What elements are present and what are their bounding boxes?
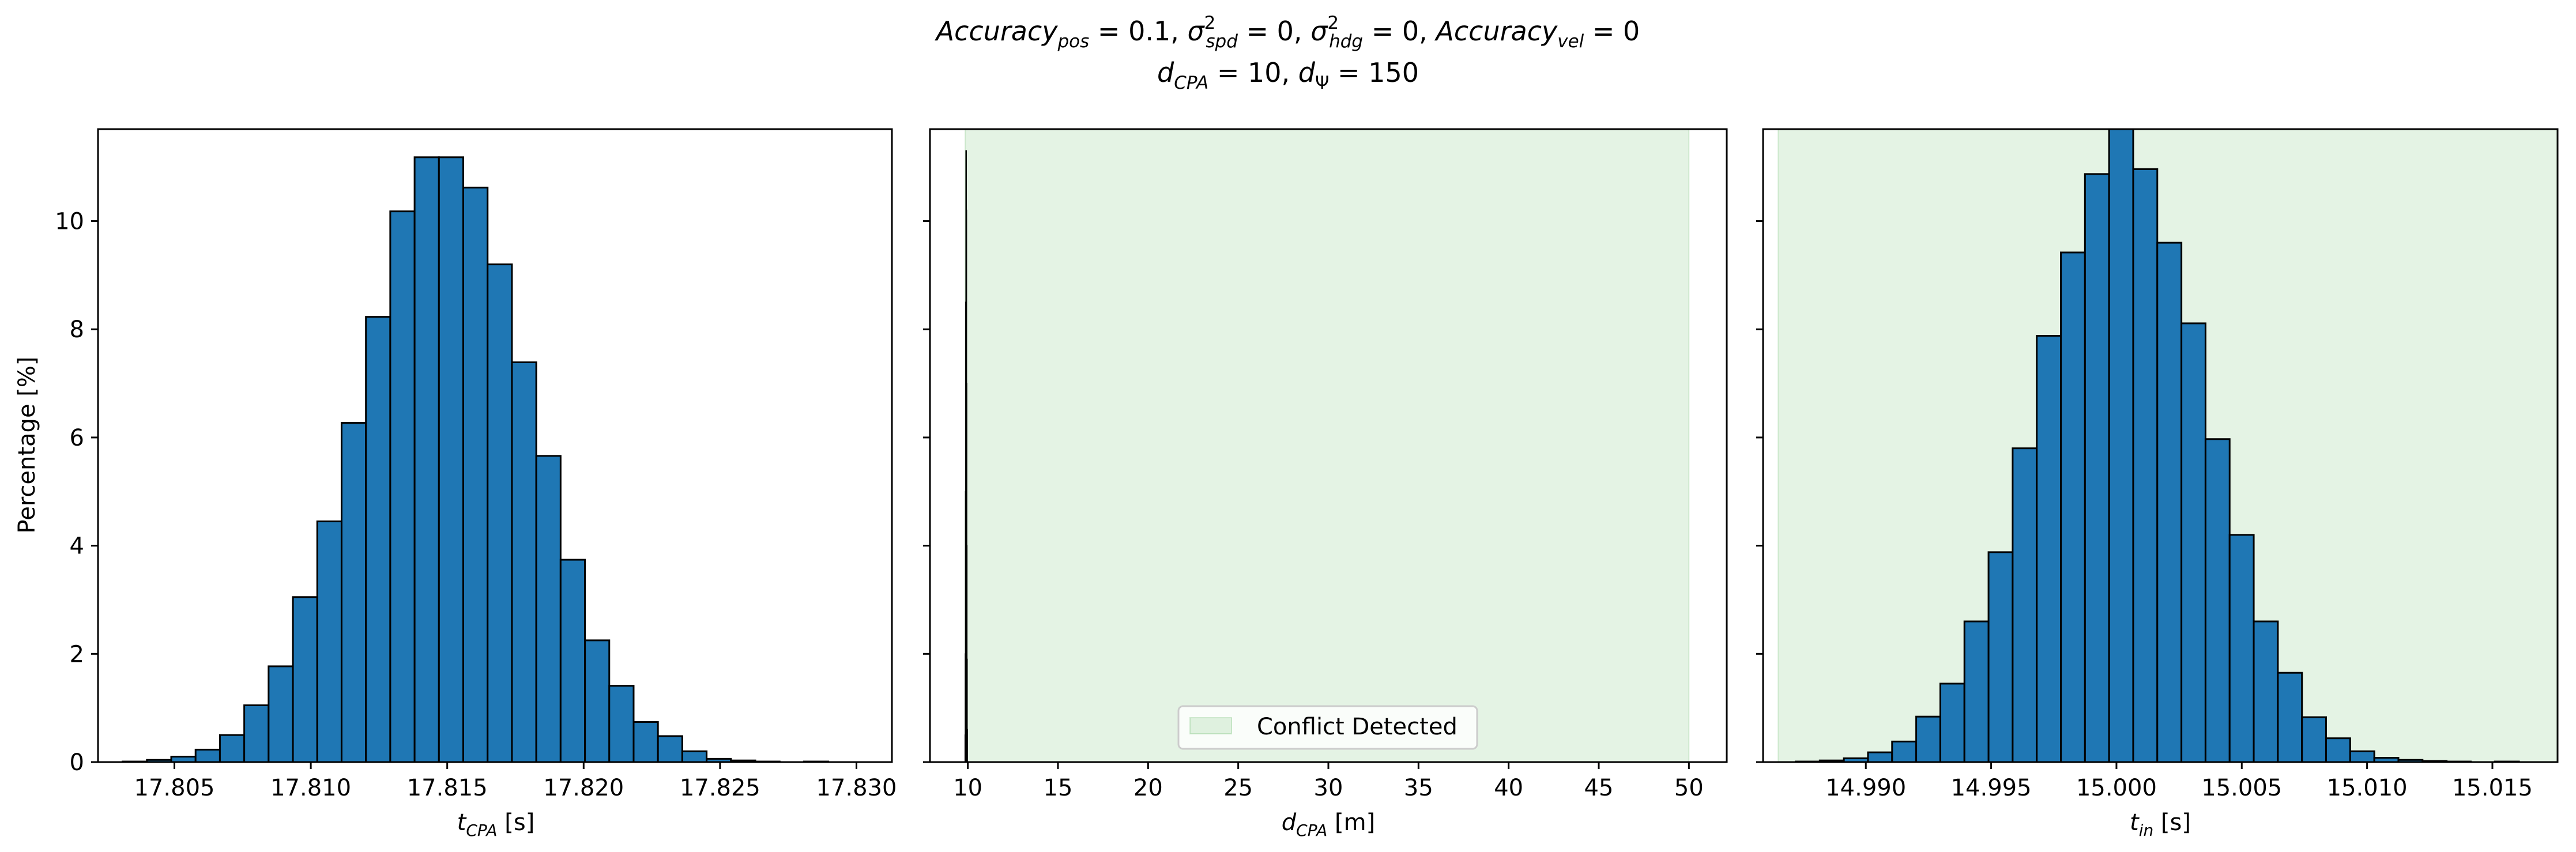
panel-tcpa-x-tick-label: 17.805 (134, 775, 215, 801)
panel-tin-bar (2301, 716, 2328, 763)
panel-tcpa-x-tick-label: 17.815 (407, 775, 488, 801)
panel-tcpa-bar (243, 704, 270, 763)
legend: Conflict Detected (1177, 705, 1478, 750)
legend-box (1177, 705, 1478, 750)
panel-tcpa-bar (316, 520, 342, 763)
panel-dcpa-x-tick-label: 35 (1404, 775, 1433, 801)
panel-tin-bar (2277, 672, 2303, 763)
panel-tin-bar (2349, 750, 2375, 763)
panel-tin-bars (1795, 128, 2520, 763)
panel-dcpa-shade-layer (964, 129, 1690, 763)
panel-tin-bar (1963, 620, 1990, 763)
panel-tcpa-frame (97, 128, 893, 763)
panel-tcpa-bar (657, 735, 683, 763)
panel-tcpa-y-label: Percentage [%] (14, 357, 40, 534)
panel-dcpa-x-tick-label: 45 (1584, 775, 1614, 801)
panel-tin-bar (1939, 683, 1965, 763)
panel-tin-bar (2204, 438, 2231, 763)
panel-tin-bar (2132, 168, 2159, 763)
panel-tcpa-y-tick-label: 4 (70, 533, 84, 560)
panel-tcpa-bar (559, 559, 586, 763)
panel-tcpa-bar (268, 665, 294, 763)
panel-tcpa-bar (413, 156, 440, 763)
panel-tin-x-tick-label: 15.000 (2076, 775, 2157, 801)
panel-tcpa-bar (511, 361, 537, 763)
panel-dcpa-y-ticks (923, 220, 930, 763)
panel-tcpa-bar (340, 422, 367, 763)
panel-tin-bar (2180, 322, 2206, 763)
panel-dcpa-x-label: dCPA [m] (1282, 809, 1375, 840)
legend-label: Conflict Detected (1257, 714, 1458, 740)
panel-tcpa-bar (292, 596, 318, 763)
panel-tin-bar (2325, 737, 2351, 763)
panel-tcpa-y-tick-label: 6 (70, 425, 84, 451)
panel-tin-bar (2156, 242, 2183, 763)
panel-tin-x-tick-label: 14.995 (1951, 775, 2032, 801)
panel-tin-x-tick-label: 15.010 (2327, 775, 2408, 801)
panel-tcpa-bar (438, 156, 465, 763)
panel-tin-x-tick-label: 14.990 (1825, 775, 1906, 801)
panel-tcpa-bar (487, 263, 513, 763)
figure-title-line2: dCPA = 10, dΨ = 150 (1157, 57, 1419, 93)
panel-tcpa-x-ticks: 17.805 17.810 17.815 17.820 17.825 17.830 (134, 762, 897, 801)
panel-dcpa-x-ticks: 10 15 20 25 30 35 40 45 50 (953, 762, 1704, 801)
panel-dcpa-x-tick-label: 50 (1674, 775, 1704, 801)
panel-tin: 14.990 14.995 15.000 15.005 15.010 15.015 tin… (1756, 128, 2559, 840)
panel-dcpa-x-tick-label: 25 (1223, 775, 1253, 801)
panel-tcpa-bars (122, 156, 830, 763)
panel-tcpa-x-tick-label: 17.825 (680, 775, 760, 801)
panel-tin-bar (1867, 751, 1893, 763)
panel-tin-bar (2012, 447, 2038, 763)
panel-tin-x-tick-label: 15.015 (2452, 775, 2533, 801)
legend-swatch (1189, 717, 1232, 734)
panel-tcpa-bar (632, 721, 659, 763)
panel-tcpa-y-ticks: 0 2 4 6 8 10 (55, 209, 98, 776)
panel-tcpa-bar (365, 316, 391, 763)
panel-tin-y-ticks (1756, 220, 1763, 763)
panel-tin-x-label: tin [s] (2130, 809, 2191, 840)
panel-tin-bar (1987, 551, 2014, 763)
panel-tcpa-bar (219, 734, 246, 763)
panel-tin-bar (2036, 334, 2062, 763)
panel-tcpa: 17.805 17.810 17.815 17.820 17.825 17.830 0 2 4… (14, 128, 897, 840)
panel-tcpa-y-tick-label: 8 (70, 316, 84, 343)
panel-dcpa-shaded-region (964, 129, 1690, 763)
panel-tin-x-tick-label: 15.005 (2201, 775, 2282, 801)
panel-tcpa-y-tick-label: 2 (70, 641, 84, 668)
panel-tcpa-x-tick-label: 17.810 (270, 775, 351, 801)
figure-title-line1: Accuracypos = 0.1, σ2 spd = 0, σ2 hdg = 0,… (935, 13, 1640, 52)
panel-tcpa-bar (681, 750, 708, 763)
panel-tin-bar (2253, 620, 2279, 763)
panel-tcpa-x-label: tCPA [s] (457, 809, 535, 840)
panel-dcpa-x-tick-label: 10 (953, 775, 982, 801)
panel-tcpa-bar (389, 210, 416, 763)
panel-tin-bar (2108, 128, 2134, 763)
panel-tin-frame (1762, 128, 2559, 763)
panel-tcpa-y-tick-label: 0 (70, 749, 84, 776)
panel-dcpa-x-tick-label: 20 (1133, 775, 1163, 801)
panel-tcpa-bar (535, 455, 562, 763)
panel-tcpa-bar (584, 639, 611, 763)
panel-tin-bar (2228, 534, 2255, 763)
panel-tcpa-y-tick-label: 10 (55, 209, 84, 235)
panel-tin-x-ticks: 14.990 14.995 15.000 15.005 15.010 15.015 (1825, 762, 2533, 801)
panel-tin-bar (1915, 715, 1941, 763)
panel-tcpa-x-tick-label: 17.830 (816, 775, 897, 801)
panel-dcpa-x-tick-label: 30 (1314, 775, 1343, 801)
panel-tin-bar (2060, 251, 2086, 763)
panel-tcpa-bar (194, 748, 221, 763)
panel-dcpa-x-tick-label: 15 (1044, 775, 1073, 801)
panel-tcpa-x-tick-label: 17.820 (543, 775, 624, 801)
panel-dcpa: 10 15 20 25 30 35 40 45 50 dCPA [m] Conflict Det… (923, 128, 1728, 840)
panel-dcpa-bars (964, 150, 968, 763)
panel-dcpa-x-tick-label: 40 (1494, 775, 1523, 801)
panel-tin-bar (2084, 173, 2110, 763)
panel-tcpa-bar (462, 186, 489, 763)
panel-tcpa-bar (608, 685, 635, 763)
panel-tin-bar (1891, 740, 1918, 763)
